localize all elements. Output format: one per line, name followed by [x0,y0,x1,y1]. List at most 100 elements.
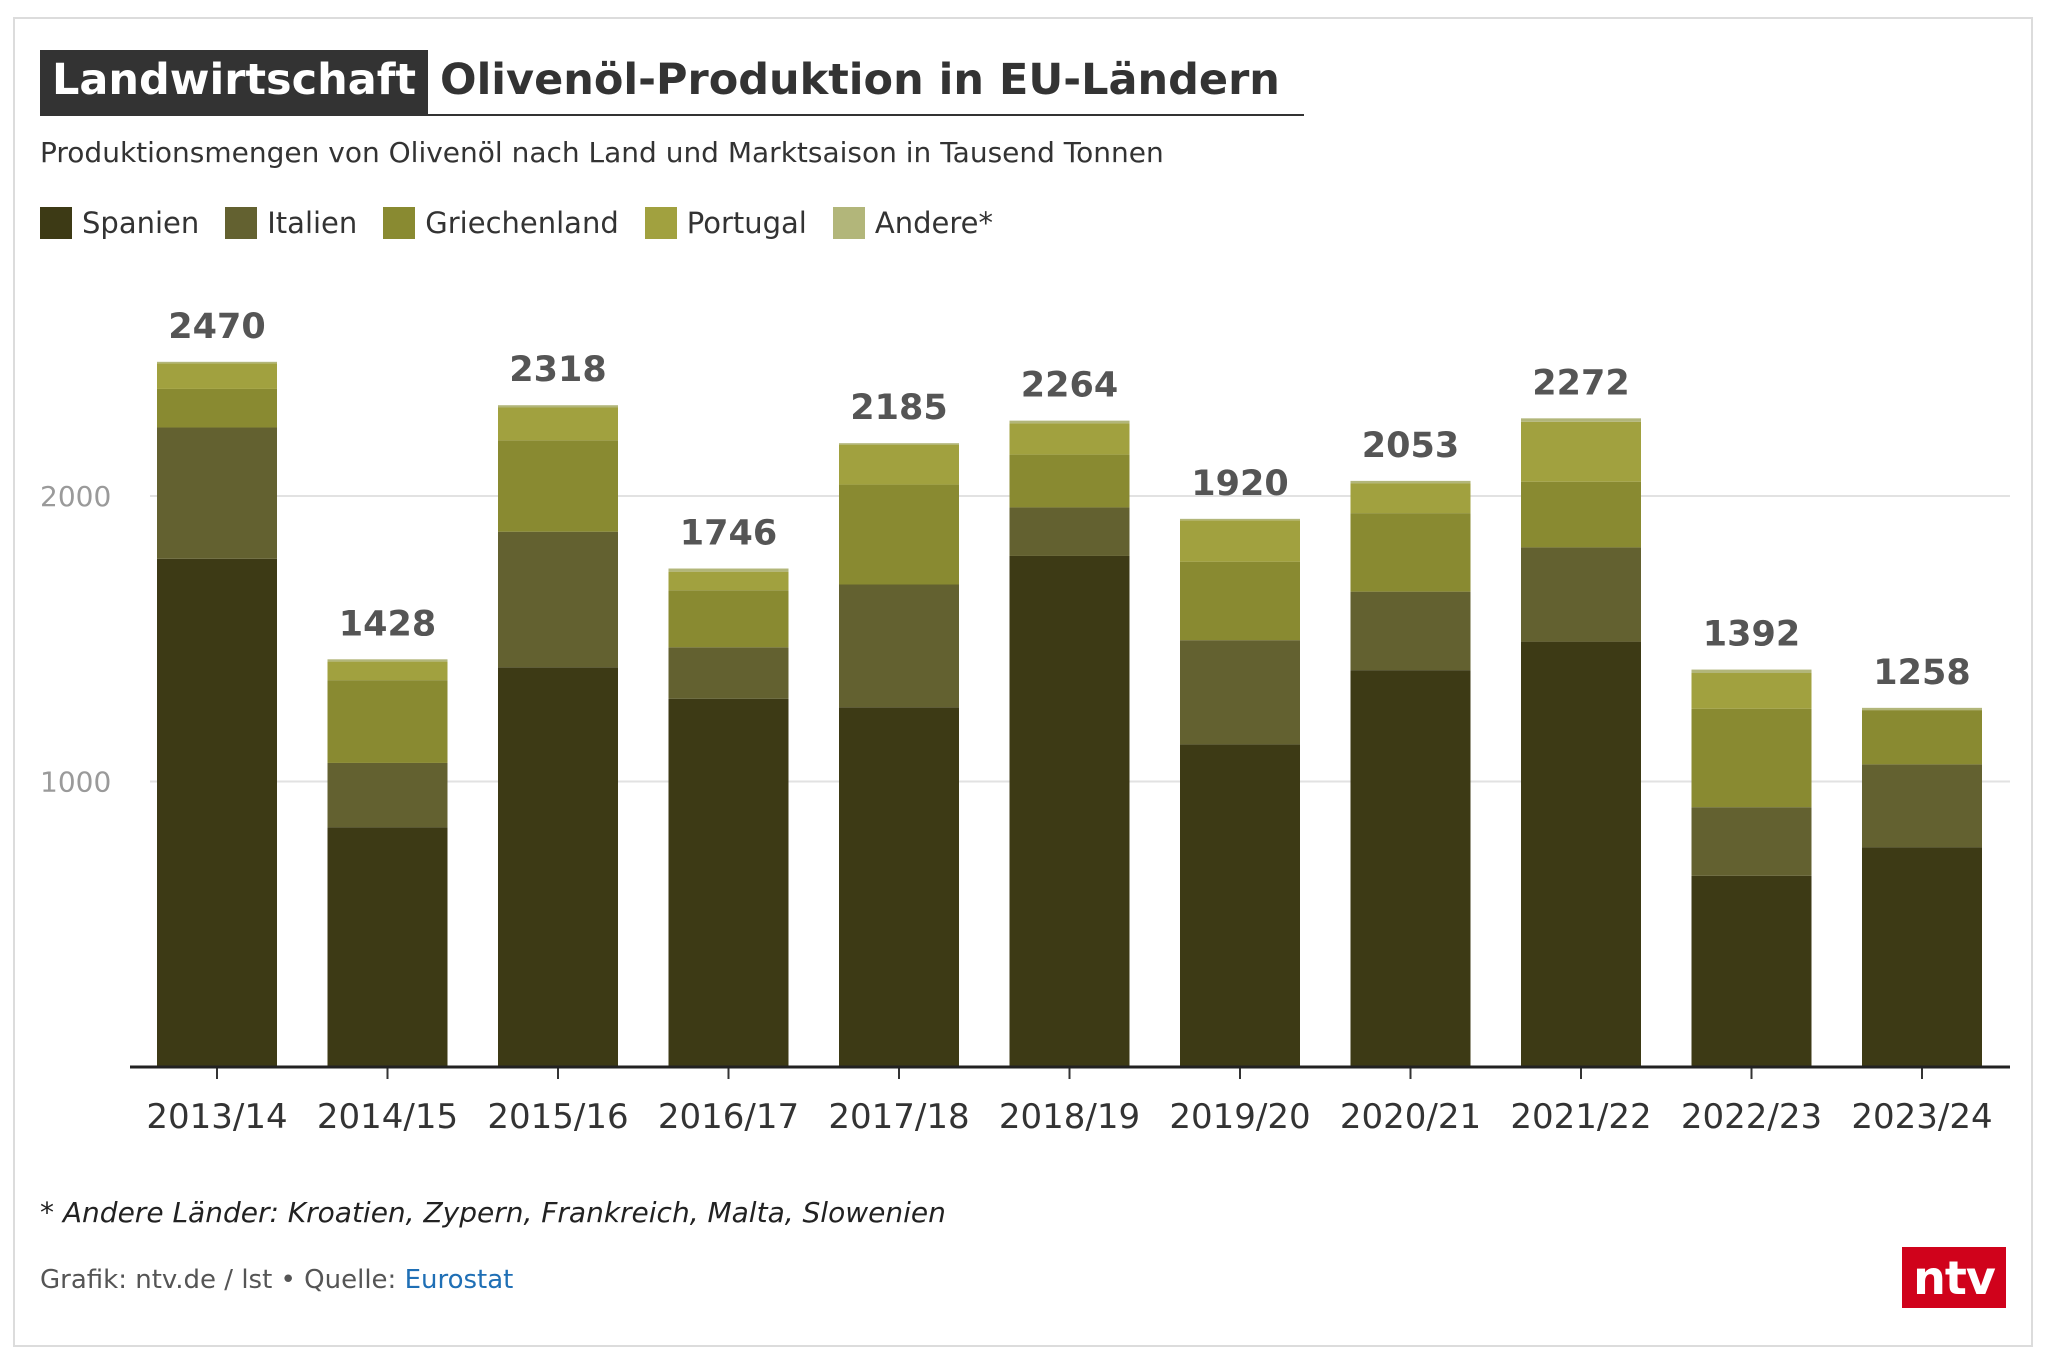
bar-segment [1691,708,1812,808]
legend-swatch [832,207,865,239]
legend-label: Spanien [82,206,200,240]
bar-segment [327,762,448,828]
bar-segment [1009,420,1130,424]
bar-segment [1180,520,1300,562]
bar-segment [668,568,789,572]
bar-segment [839,584,959,708]
legend-label: Portugal [686,206,807,240]
source-link[interactable]: Eurostat [404,1265,514,1295]
bar-segment [839,443,959,445]
y-tick-label: 2000 [40,480,111,513]
bar-segment [1862,764,1982,848]
bar-segment [1350,483,1471,514]
bar-segment [1350,513,1471,592]
bar-segment [1009,454,1130,508]
x-tick-label: 2013/14 [146,1097,287,1137]
bar-segment [1691,875,1812,1067]
bar-segment [1350,591,1471,671]
bar-segment [498,667,618,1067]
bar-segment [1180,518,1300,521]
total-label: 2264 [1021,366,1118,406]
x-tick-label: 2022/23 [1681,1097,1822,1137]
bar-segment [1521,481,1641,548]
bar-segment [1009,507,1130,556]
legend-swatch [644,207,677,239]
headline: Olivenöl-Produktion in EU-Ländern [440,55,1280,105]
x-tick-label: 2021/22 [1510,1097,1651,1137]
x-tick-label: 2019/20 [1169,1097,1310,1137]
legend-swatch [383,207,416,239]
bar-segment [1180,561,1300,641]
total-label: 2185 [850,388,947,428]
bar-segment [327,661,448,681]
legend-swatch [40,207,72,239]
total-label: 1920 [1191,464,1288,504]
bar-segment [1180,640,1300,745]
footnote: * Andere Länder: Kroatien, Zypern, Frank… [40,1196,946,1229]
bar-segment [1009,423,1130,455]
bar-segment [1009,555,1130,1067]
bar-segment [668,698,789,1067]
bar-segment [157,427,277,559]
bar-segment [327,827,448,1067]
chart-frame [13,17,2033,1347]
bar-segment [668,590,789,648]
bar-segment [498,405,618,408]
total-label: 2470 [168,307,265,347]
bar-segment [1521,641,1641,1067]
y-tick-label: 1000 [40,766,111,799]
bar-segment [839,484,959,585]
kicker: Landwirtschaft [40,50,429,114]
bar-segment [1862,707,1982,711]
total-label: 2053 [1362,426,1459,466]
bar-segment [1521,421,1641,482]
bar-segment [157,361,277,364]
title-row: Landwirtschaft Olivenöl-Produktion in EU… [40,50,1304,116]
bar-segment [839,707,959,1067]
total-label: 2318 [509,350,606,390]
bar-segment [1862,847,1982,1067]
bar-segment [1350,670,1471,1067]
total-label: 2272 [1532,363,1629,403]
subtitle: Produktionsmengen von Olivenöl nach Land… [40,136,1164,169]
bar-segment [157,558,277,1067]
legend-item-portugal: Portugal [644,206,807,240]
x-tick-label: 2018/19 [999,1097,1140,1137]
legend-swatch [225,207,258,239]
bar-segment [157,363,277,389]
bar-segment [1180,744,1300,1067]
source-line: Grafik: ntv.de / lst • Quelle: Eurostat [40,1265,513,1295]
bar-segment [1691,673,1812,709]
bar-segment [157,388,277,428]
bar-segment [327,680,448,763]
bar-segment [498,407,618,441]
bar-segment [1691,807,1812,876]
bar-segment [327,659,448,662]
bar-segment [498,440,618,532]
bar-segment [1521,418,1641,422]
legend-label: Griechenland [425,206,619,240]
bar-segment [1350,480,1471,484]
bar-segment [1691,669,1812,674]
bar-segment [498,531,618,668]
x-tick-label: 2015/16 [487,1097,628,1137]
total-label: 1258 [1873,653,1970,693]
legend-item-griechenland: Griechenland [383,206,619,240]
total-label: 1392 [1703,615,1800,655]
bar-segment [668,571,789,591]
bar-segment [1521,547,1641,642]
source-prefix: Grafik: ntv.de / lst • Quelle: [40,1265,405,1295]
x-tick-label: 2014/15 [317,1097,458,1137]
bar-segment [1862,710,1982,765]
legend-label: Andere* [874,206,993,240]
legend-item-italien: Italien [225,206,357,240]
ntv-logo: ntv [1902,1247,2006,1308]
x-tick-label: 2016/17 [658,1097,799,1137]
legend-item-spanien: Spanien [40,206,199,240]
bar-segment [839,444,959,485]
total-label: 1746 [680,514,777,554]
x-tick-label: 2020/21 [1340,1097,1481,1137]
x-tick-label: 2023/24 [1851,1097,1992,1137]
legend-label: Italien [267,206,358,240]
bar-segment [668,647,789,699]
